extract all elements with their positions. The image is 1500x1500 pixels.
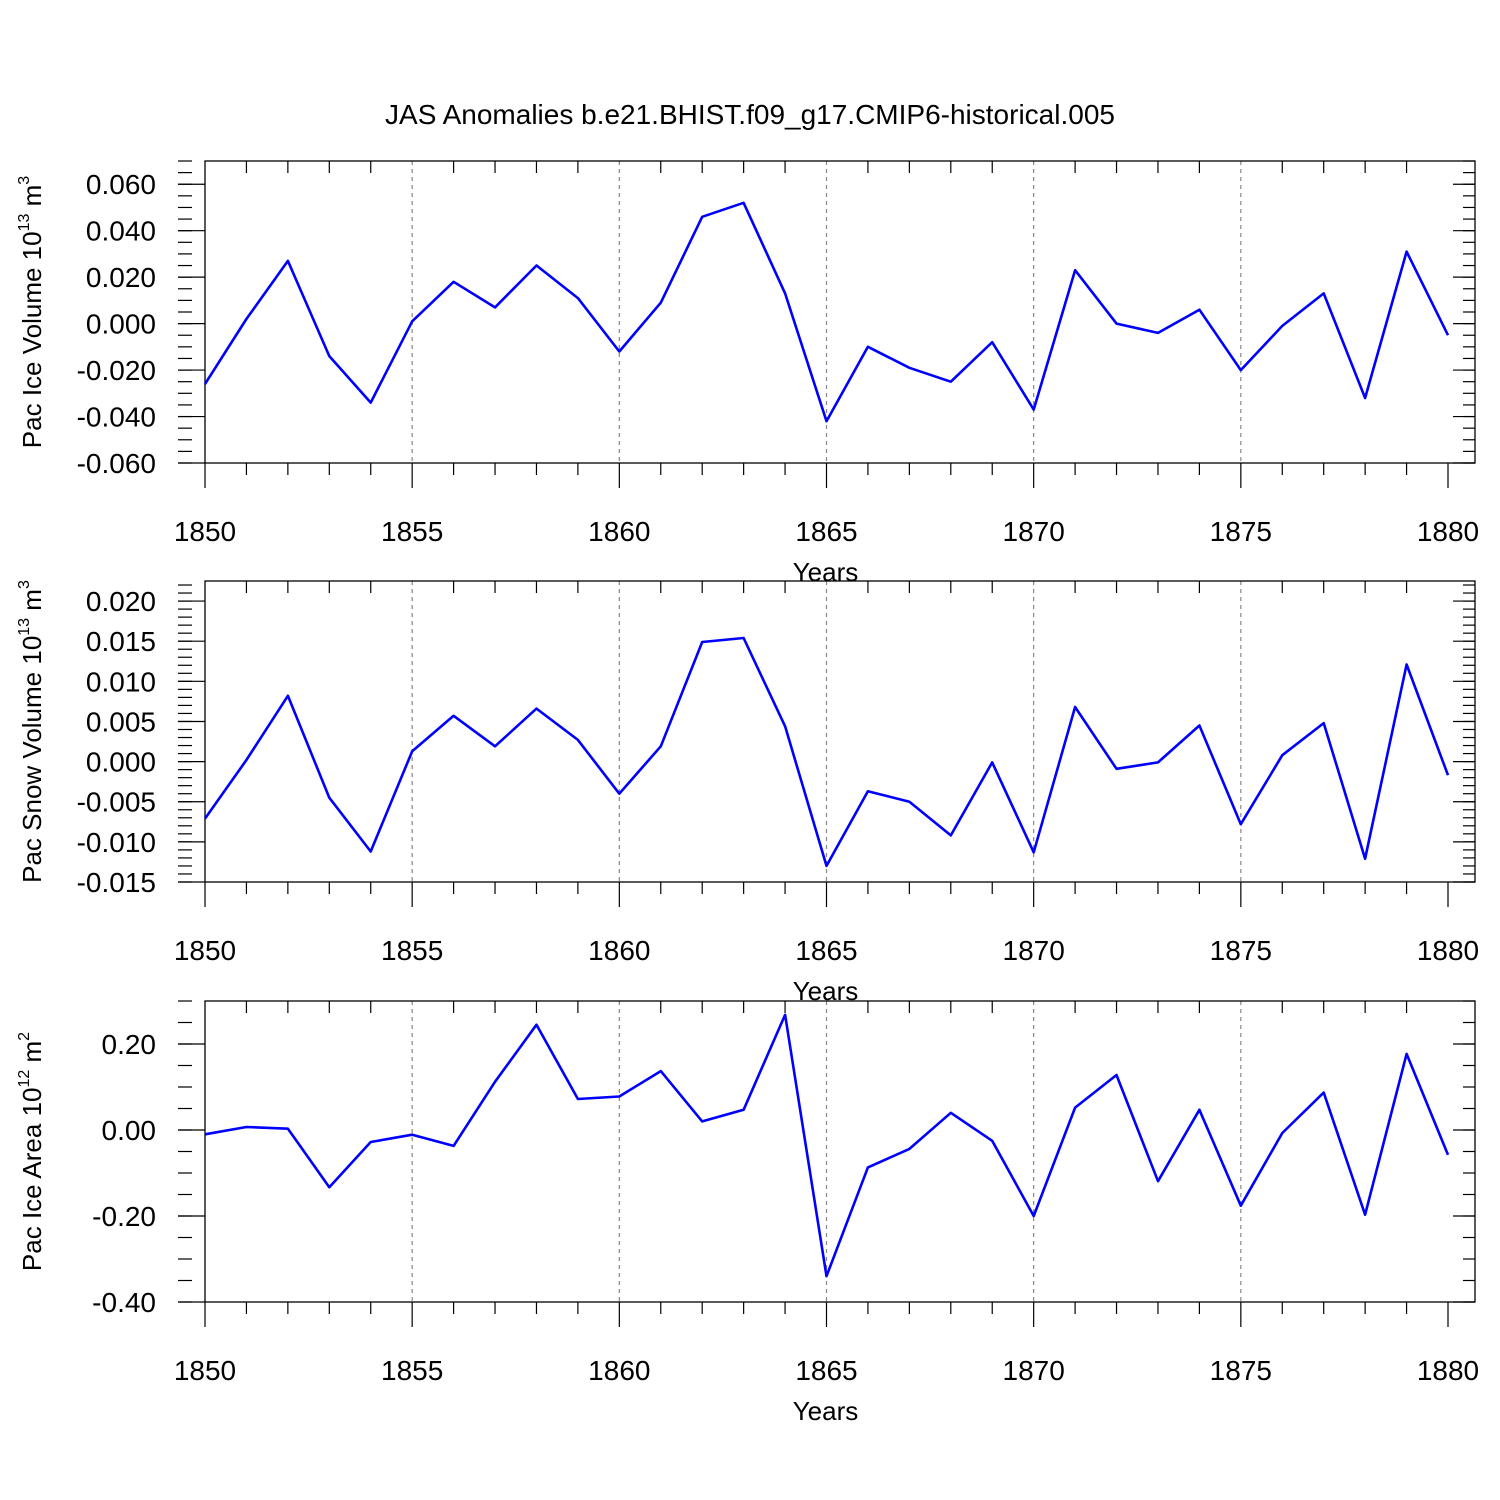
x-tick-label: 1880: [1417, 516, 1479, 547]
series-line: [203, 636, 1450, 868]
panel-1: -0.060 -0.040 -0.020 0.000 0.020 0.040 0.060 18…: [16, 160, 1479, 587]
y-tick-label: 0.040: [86, 216, 156, 247]
y-tick-label: 0.00: [102, 1115, 157, 1146]
panel-2: -0.015 -0.010 -0.005 0.000 0.005 0.010 0.015 0.…: [16, 580, 1479, 1006]
y-tick-label: 0.060: [86, 169, 156, 200]
y-tick-label: -0.40: [92, 1287, 156, 1318]
y-tick-label: 0.020: [86, 586, 156, 617]
x-tick-label: 1860: [588, 516, 650, 547]
y-axis-label: Pac Ice Volume 1013 m3: [16, 176, 47, 449]
y-tick-label: -0.20: [92, 1201, 156, 1232]
x-axis-label: Years: [793, 557, 859, 587]
series-line: [203, 201, 1450, 423]
y-tick-label: 0.015: [86, 626, 156, 657]
x-tick-label: 1880: [1417, 935, 1479, 966]
y-tick-label: -0.015: [77, 867, 156, 898]
y-tick-label: 0.20: [102, 1029, 157, 1060]
y-tick-label: -0.010: [77, 827, 156, 858]
y-tick-label: 0.000: [86, 747, 156, 778]
panel-3: -0.40 -0.20 0.00 0.20 1850 1855 1860 1865 1870 18…: [16, 1000, 1479, 1426]
y-tick-label: -0.060: [77, 448, 156, 479]
y-tick-label: -0.040: [77, 402, 156, 433]
chart-title: JAS Anomalies b.e21.BHIST.f09_g17.CMIP6-…: [385, 99, 1115, 130]
y-tick-label: 0.010: [86, 666, 156, 697]
x-tick-label: 1870: [1003, 1355, 1065, 1386]
y-tick-label: 0.000: [86, 309, 156, 340]
y-tick-label: 0.020: [86, 262, 156, 293]
x-tick-label: 1855: [381, 1355, 443, 1386]
x-tick-label: 1870: [1003, 516, 1065, 547]
x-tick-label: 1865: [795, 935, 857, 966]
x-tick-label: 1865: [795, 1355, 857, 1386]
x-tick-label: 1875: [1210, 1355, 1272, 1386]
x-tick-label: 1865: [795, 516, 857, 547]
y-axis-label: Pac Ice Area 1012 m2: [16, 1032, 47, 1271]
series-line: [204, 1013, 1450, 1278]
panels: -0.060 -0.040 -0.020 0.000 0.020 0.040 0.060 18…: [16, 160, 1479, 1426]
plot-frame: [204, 580, 1476, 883]
x-tick-label: 1875: [1210, 935, 1272, 966]
x-tick-label: 1855: [381, 516, 443, 547]
x-tick-label: 1850: [174, 1355, 236, 1386]
x-tick-label: 1850: [174, 516, 236, 547]
x-tick-label: 1850: [174, 935, 236, 966]
plot-frame: [204, 1000, 1476, 1303]
x-tick-label: 1860: [588, 935, 650, 966]
x-tick-label: 1860: [588, 1355, 650, 1386]
x-tick-label: 1880: [1417, 1355, 1479, 1386]
y-tick-label: 0.005: [86, 706, 156, 737]
x-tick-label: 1855: [381, 935, 443, 966]
x-tick-label: 1875: [1210, 516, 1272, 547]
x-axis-label: Years: [793, 1396, 859, 1426]
y-tick-label: -0.020: [77, 355, 156, 386]
plot-frame: [204, 160, 1476, 464]
x-tick-label: 1870: [1003, 935, 1065, 966]
y-tick-label: -0.005: [77, 787, 156, 818]
y-axis-label: Pac Snow Volume 1013 m3: [16, 580, 47, 883]
